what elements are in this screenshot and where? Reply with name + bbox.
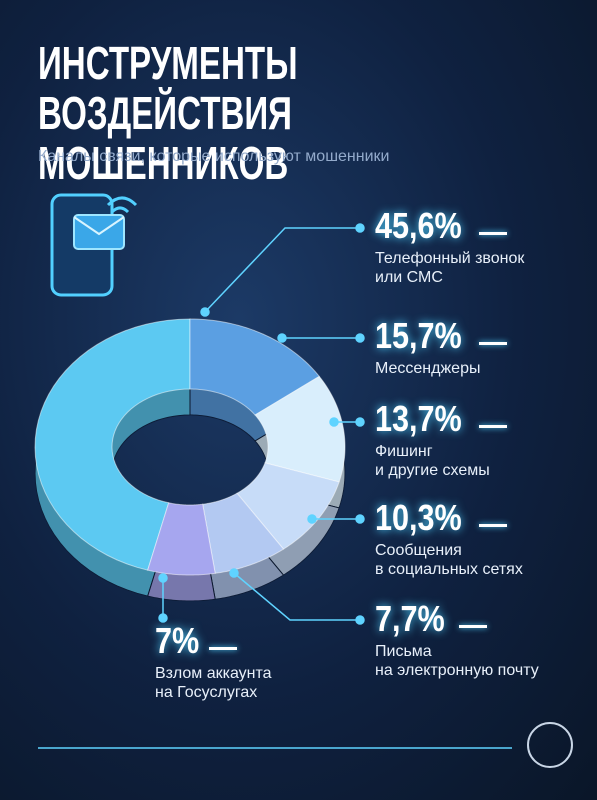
category-label: Взлом аккаунта на Госуслугах xyxy=(155,665,272,701)
label-row: 45,6% xyxy=(375,205,524,247)
dash xyxy=(479,232,508,236)
label-row: 15,7% xyxy=(375,315,508,357)
category-label: Фишинг и другие схемы xyxy=(375,443,490,479)
dash xyxy=(479,524,508,528)
label-row: 10,3% xyxy=(375,497,523,539)
phone-icon xyxy=(50,193,138,297)
value-label: 45,6% xyxy=(375,205,462,246)
emblem xyxy=(527,722,573,768)
label: 10,3% Сообщения в социальных сетях xyxy=(375,497,523,579)
value-label: 13,7% xyxy=(375,398,462,439)
dash xyxy=(479,342,508,346)
label: 15,7% Мессенджеры xyxy=(375,315,508,378)
label: 13,7% Фишинг и другие схемы xyxy=(375,398,508,480)
label: 7% Взлом аккаунта на Госуслугах xyxy=(155,620,272,702)
label-row: 13,7% xyxy=(375,398,508,440)
value-label: 7,7% xyxy=(375,598,445,639)
category-label: Мессенджеры xyxy=(375,360,481,377)
dash xyxy=(459,625,488,629)
value-label: 10,3% xyxy=(375,497,462,538)
label-row: 7,7% xyxy=(375,598,539,640)
category-label: Телефонный звонок или СМС xyxy=(375,250,525,286)
dash xyxy=(209,647,238,651)
subtitle: Каналы связи, которые используют мошенни… xyxy=(38,148,390,165)
slice xyxy=(147,502,216,576)
label: 45,6% Телефонный звонок или СМС xyxy=(375,205,524,287)
connectors xyxy=(158,223,365,625)
dash xyxy=(479,425,508,429)
category-label: Письма на электронную почту xyxy=(375,643,539,679)
category-label: Сообщения в социальных сетях xyxy=(375,542,523,578)
label: 7,7% Письма на электронную почту xyxy=(375,598,539,680)
value-label: 7% xyxy=(155,620,200,661)
label-row: 7% xyxy=(155,620,272,662)
value-label: 15,7% xyxy=(375,315,462,356)
title: ИНСТРУМЕНТЫ ВОЗДЕЙСТВИЯ МОШЕННИКОВ xyxy=(38,37,298,189)
